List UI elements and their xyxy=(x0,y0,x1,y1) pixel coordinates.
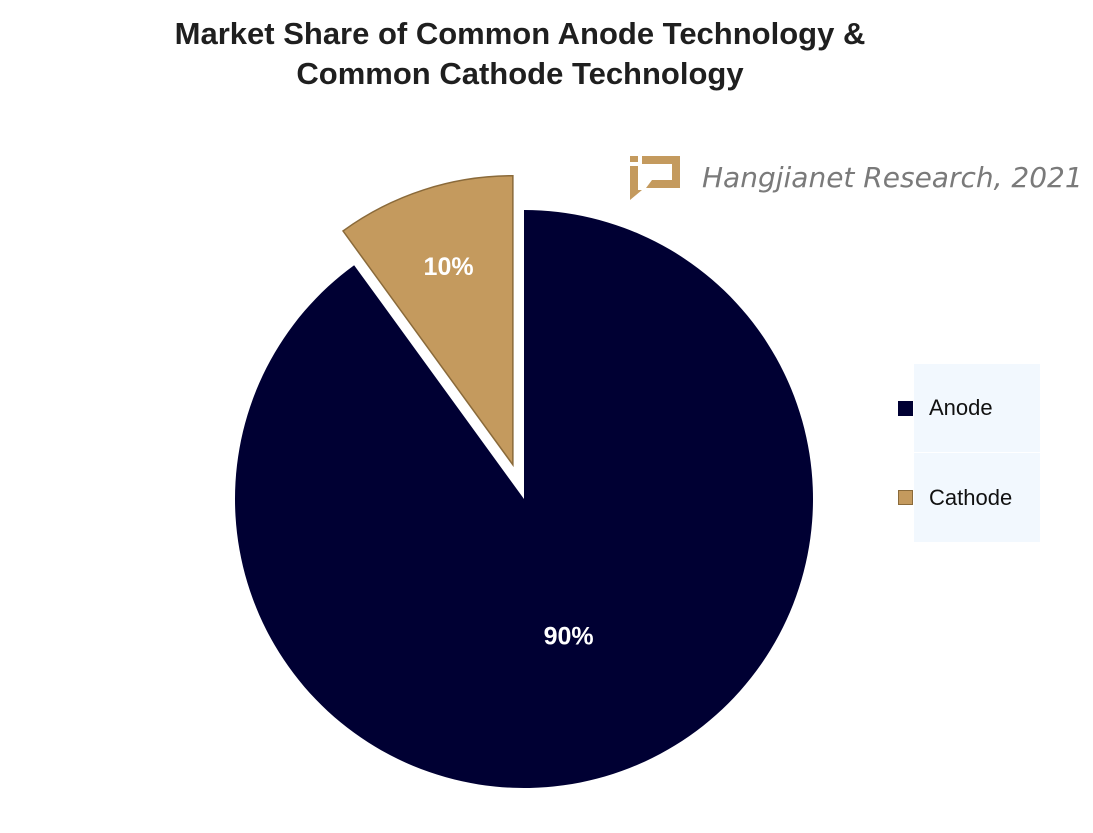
legend-item-cathode[interactable]: Cathode xyxy=(898,453,1040,542)
chart-title: Market Share of Common Anode Technology … xyxy=(0,14,1040,94)
legend-swatch-cathode xyxy=(898,490,913,505)
pie-label-anode: 90% xyxy=(544,622,594,650)
pie-slice-anode[interactable] xyxy=(234,210,813,788)
pie-slices xyxy=(234,175,813,788)
pie-slice-labels: 90% 10% xyxy=(424,253,594,651)
chart-title-line-2: Common Cathode Technology xyxy=(296,56,744,91)
legend-label-anode: Anode xyxy=(929,395,993,420)
pie-slice-cathode[interactable] xyxy=(341,175,514,468)
legend-label-cathode: Cathode xyxy=(929,484,1013,510)
source-text: Hangjianet Research, 2021 xyxy=(702,160,1083,194)
source-note: Hangjianet Research, 2021 xyxy=(628,154,1083,200)
legend-item-anode[interactable]: Anode xyxy=(898,364,1040,453)
legend: Anode Cathode xyxy=(898,364,1040,542)
ijd-logo-icon xyxy=(630,156,680,200)
pie-label-cathode: 10% xyxy=(424,253,474,281)
chart-title-line-1: Market Share of Common Anode Technology … xyxy=(174,16,866,51)
legend-swatch-anode xyxy=(898,400,913,416)
